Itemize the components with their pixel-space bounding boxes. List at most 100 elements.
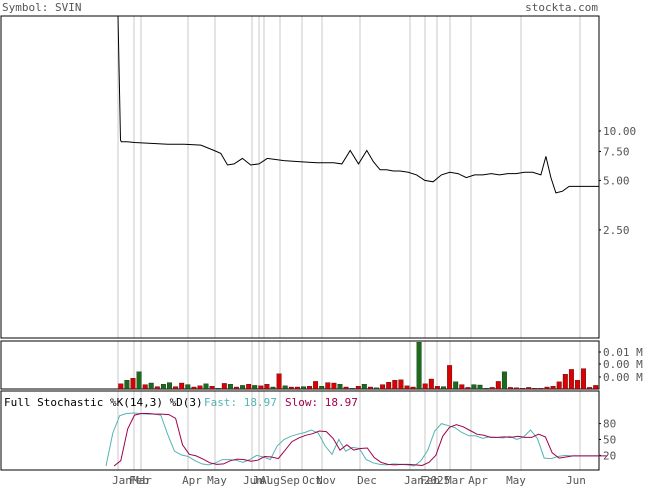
volume-tick-label: 0.00 M bbox=[603, 371, 643, 384]
price-axis: 10.00 7.50 5.00 2.50 bbox=[599, 125, 636, 237]
volume-bar bbox=[520, 388, 526, 390]
volume-bar bbox=[380, 384, 386, 390]
volume-bar bbox=[386, 382, 392, 390]
volume-bar bbox=[227, 384, 233, 390]
volume-bar bbox=[495, 381, 501, 390]
stochastic-slow-label: Slow: 18.97 bbox=[285, 396, 358, 409]
volume-bar bbox=[349, 388, 355, 390]
price-line bbox=[117, 15, 599, 194]
volume-bar bbox=[331, 382, 337, 390]
volume-bar bbox=[319, 386, 325, 390]
x-tick-label: Jun bbox=[243, 474, 263, 486]
x-tick-label: Sep bbox=[280, 474, 300, 486]
stochastic-panel-frame bbox=[0, 390, 600, 471]
volume-bar bbox=[118, 383, 124, 390]
volume-bar bbox=[191, 386, 197, 390]
stochastic-fast-label: Fast: 18.97 bbox=[204, 396, 277, 409]
x-tick-label: 2025 bbox=[424, 474, 451, 486]
volume-bar bbox=[501, 371, 507, 390]
volume-bar bbox=[185, 384, 191, 390]
volume-bar bbox=[367, 386, 373, 390]
price-tick-label: 10.00 bbox=[603, 125, 636, 138]
volume-bar bbox=[508, 387, 513, 390]
volume-bar bbox=[240, 385, 246, 390]
volume-bar bbox=[428, 378, 434, 390]
site-link[interactable]: stockta.com bbox=[525, 1, 598, 14]
volume-bar bbox=[294, 386, 300, 390]
stochastic-slow-line bbox=[113, 413, 607, 467]
volume-bar bbox=[355, 386, 361, 390]
volume-bar bbox=[465, 387, 471, 390]
x-tick-label: Mar bbox=[132, 474, 152, 486]
volume-bar bbox=[203, 383, 209, 390]
volume-bar bbox=[556, 381, 562, 390]
x-tick-label: Feb bbox=[420, 474, 440, 486]
volume-bar bbox=[124, 380, 130, 390]
x-tick-label: Feb bbox=[129, 474, 149, 486]
volume-bar bbox=[173, 386, 179, 390]
volume-bar bbox=[538, 388, 544, 390]
volume-bar bbox=[544, 386, 550, 390]
volume-bar bbox=[489, 387, 495, 390]
volume-bar bbox=[562, 374, 568, 390]
stochastic-tick-label: 80 bbox=[603, 418, 616, 431]
volume-bar bbox=[392, 380, 398, 390]
volume-bar bbox=[282, 385, 288, 390]
x-tick-label: Apr bbox=[182, 474, 202, 486]
volume-bar bbox=[209, 386, 215, 390]
x-tick-label: Dec bbox=[357, 474, 377, 486]
volume-bar bbox=[301, 386, 306, 390]
volume-bar bbox=[325, 382, 331, 390]
price-panel-frame bbox=[0, 15, 600, 339]
volume-bar bbox=[160, 384, 166, 390]
stochastic-title: Full Stochastic %K(14,3) %D(3) bbox=[4, 396, 203, 409]
volume-bar bbox=[142, 384, 148, 390]
volume-bar bbox=[215, 388, 221, 390]
volume-bar bbox=[276, 373, 282, 390]
volume-bars bbox=[118, 342, 599, 390]
price-tick-label: 5.00 bbox=[603, 174, 630, 187]
volume-bar bbox=[568, 369, 574, 390]
volume-bar bbox=[307, 386, 312, 390]
volume-bar bbox=[532, 388, 538, 390]
volume-bar bbox=[197, 385, 203, 390]
volume-bar bbox=[483, 388, 489, 390]
x-tick-label: Mar bbox=[445, 474, 465, 486]
volume-bar bbox=[179, 382, 185, 390]
stochastic-tick-label: 20 bbox=[603, 449, 616, 462]
x-tick-label: May bbox=[506, 474, 526, 486]
volume-bar bbox=[477, 384, 483, 390]
volume-bar bbox=[313, 381, 319, 390]
volume-bar bbox=[581, 368, 586, 390]
volume-tick-label: 0.01 M bbox=[603, 346, 643, 359]
volume-bar bbox=[136, 371, 142, 390]
volume-bar bbox=[410, 386, 416, 390]
stochastic-tick-label: 50 bbox=[603, 434, 616, 447]
vertical-gridlines bbox=[117, 16, 581, 470]
x-tick-label: Jul bbox=[252, 474, 272, 486]
volume-bar bbox=[252, 385, 258, 390]
x-tick-label: Jan bbox=[112, 474, 132, 486]
price-tick-label: 7.50 bbox=[603, 145, 630, 158]
volume-bar bbox=[148, 382, 154, 390]
volume-bar bbox=[288, 386, 294, 390]
volume-bar bbox=[167, 382, 172, 390]
volume-bar bbox=[587, 387, 593, 390]
volume-axis: 0.01 M0.00 M0.00 M bbox=[599, 346, 643, 384]
volume-bar bbox=[593, 385, 599, 390]
volume-bar bbox=[343, 386, 349, 390]
volume-bar bbox=[459, 384, 465, 390]
volume-bar bbox=[416, 342, 422, 390]
volume-bar bbox=[270, 386, 276, 390]
volume-bar bbox=[361, 384, 367, 390]
volume-bar bbox=[447, 365, 453, 390]
x-tick-label: Jun bbox=[566, 474, 586, 486]
volume-bar bbox=[234, 386, 239, 390]
x-tick-label: Aug bbox=[260, 474, 280, 486]
stochastic-axis: 80 50 20 bbox=[599, 418, 616, 462]
volume-bar bbox=[374, 387, 379, 390]
volume-bar bbox=[422, 383, 428, 390]
x-tick-label: Nov bbox=[316, 474, 336, 486]
